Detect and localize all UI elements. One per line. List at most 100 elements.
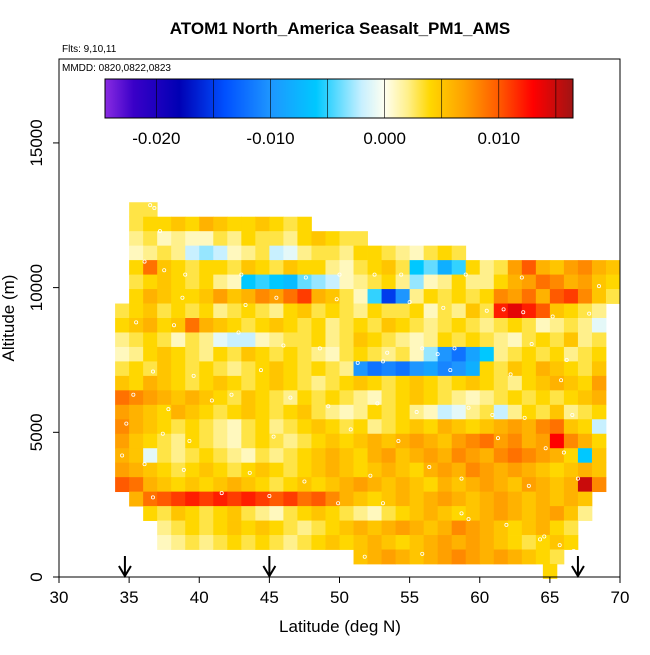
- observation-point: [372, 272, 377, 277]
- heatmap-cell: [339, 318, 354, 333]
- heatmap-cell: [563, 274, 579, 290]
- heatmap-cell: [311, 303, 326, 319]
- heatmap-cell: [227, 260, 242, 275]
- heatmap-cell: [227, 404, 242, 420]
- observation-point: [355, 360, 360, 365]
- heatmap-cell: [591, 419, 607, 435]
- heatmap-cell: [577, 506, 593, 521]
- heatmap-cell: [325, 245, 340, 261]
- observation-point: [191, 373, 196, 378]
- heatmap-cell: [339, 303, 354, 319]
- heatmap-cell: [577, 318, 593, 333]
- heatmap-cell: [479, 506, 495, 521]
- heatmap-cell: [171, 491, 186, 507]
- heatmap-cell: [409, 448, 425, 464]
- heatmap-cell: [325, 390, 340, 406]
- heatmap-cell: [591, 274, 607, 290]
- heatmap-cell: [549, 289, 565, 304]
- observation-point: [380, 501, 385, 506]
- heatmap-cell: [311, 419, 326, 435]
- heatmap-cell: [353, 274, 368, 290]
- heatmap-cell: [437, 549, 453, 565]
- heatmap-cell: [451, 404, 467, 420]
- heatmap-cell: [241, 390, 256, 406]
- heatmap-cell: [353, 433, 368, 449]
- heatmap-cell: [395, 274, 411, 290]
- heatmap-cell: [325, 375, 340, 391]
- heatmap-cell: [549, 535, 565, 550]
- heatmap-cell: [129, 332, 144, 348]
- heatmap-cell: [297, 506, 312, 521]
- heatmap-cell: [241, 520, 256, 536]
- heatmap-cell: [451, 448, 467, 464]
- heatmap-cell: [549, 491, 565, 507]
- heatmap-cell: [451, 535, 467, 550]
- heatmap-cell: [563, 462, 579, 478]
- heatmap-cell: [269, 274, 284, 290]
- heatmap-cell: [367, 419, 382, 435]
- observation-point: [385, 350, 390, 355]
- heatmap-cell: [129, 303, 144, 319]
- heatmap-cell: [199, 303, 214, 319]
- heatmap-cell: [199, 390, 214, 406]
- heatmap-cell: [171, 318, 186, 333]
- heatmap-cell: [157, 477, 172, 493]
- heatmap-cell: [157, 318, 172, 333]
- heatmap-cell: [297, 303, 312, 319]
- heatmap-cell: [129, 448, 144, 464]
- x-tick-label: 35: [120, 588, 139, 607]
- heatmap-cell: [325, 346, 340, 362]
- heatmap-cell: [241, 375, 256, 391]
- observation-point: [463, 272, 468, 277]
- heatmap-cell: [535, 361, 551, 377]
- heatmap-cell: [227, 506, 242, 521]
- heatmap-cell: [199, 346, 214, 362]
- heatmap-cell: [437, 520, 453, 536]
- observation-point: [459, 511, 464, 516]
- heatmap-cell: [423, 433, 439, 449]
- observation-point: [134, 320, 139, 325]
- heatmap-cell: [325, 535, 340, 550]
- heatmap-cell: [115, 419, 130, 435]
- observation-point: [183, 272, 188, 277]
- heatmap-cell: [409, 318, 425, 333]
- heatmap-cell: [353, 231, 368, 247]
- heatmap-cell: [521, 491, 537, 507]
- heatmap-cell: [115, 433, 130, 449]
- heatmap-cell: [409, 346, 425, 362]
- heatmap-cell: [591, 477, 607, 493]
- heatmap-cell: [381, 274, 396, 290]
- heatmap-cell: [563, 361, 579, 377]
- observation-point: [142, 259, 147, 264]
- heatmap-cell: [493, 346, 509, 362]
- heatmap-cell: [283, 535, 298, 550]
- heatmap-cell: [535, 549, 551, 565]
- heatmap-cell: [171, 332, 186, 348]
- heatmap-cell: [227, 289, 242, 304]
- heatmap-cell: [157, 274, 172, 290]
- observation-point: [466, 517, 471, 522]
- heatmap-cell: [255, 346, 270, 362]
- heatmap-cell: [143, 216, 158, 232]
- heatmap-cell: [241, 303, 256, 319]
- dates-label: MMDD: 0820,0822,0823: [62, 63, 171, 74]
- heatmap-cell: [395, 448, 411, 464]
- heatmap-cell: [227, 274, 242, 290]
- heatmap-cell: [325, 318, 340, 333]
- heatmap-cell: [423, 260, 439, 275]
- heatmap-cell: [269, 216, 284, 232]
- heatmap-cell: [213, 332, 228, 348]
- heatmap-cell: [367, 506, 382, 521]
- heatmap-cell: [465, 462, 481, 478]
- heatmap-cell: [129, 404, 144, 420]
- heatmap-cell: [493, 318, 509, 333]
- heatmap-cell: [437, 477, 453, 493]
- heatmap-cell: [507, 318, 523, 333]
- heatmap-cell: [535, 477, 551, 493]
- heatmap-cell: [437, 274, 453, 290]
- heatmap-cell: [157, 216, 172, 232]
- heatmap-cell: [577, 404, 593, 420]
- heatmap-cell: [213, 260, 228, 275]
- flight-arrow-head: [118, 565, 132, 578]
- heatmap-cell: [185, 477, 200, 493]
